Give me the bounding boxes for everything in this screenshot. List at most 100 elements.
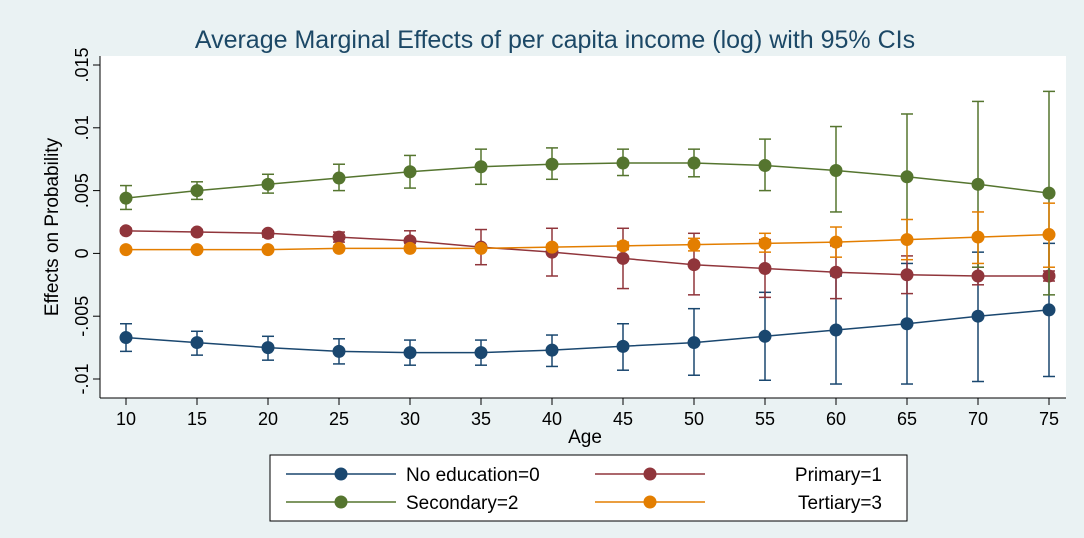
data-point <box>119 331 133 345</box>
legend-marker <box>334 495 348 509</box>
data-point <box>758 261 772 275</box>
x-tick-label: 10 <box>116 409 136 429</box>
legend-marker <box>643 467 657 481</box>
data-point <box>545 240 559 254</box>
data-point <box>971 177 985 191</box>
data-point <box>1042 303 1056 317</box>
data-point <box>190 184 204 198</box>
data-point <box>971 269 985 283</box>
data-point <box>1042 228 1056 242</box>
data-point <box>332 344 346 358</box>
data-point <box>332 171 346 185</box>
y-tick-label: .01 <box>72 115 92 140</box>
y-axis-title: Effects on Probability <box>42 137 63 316</box>
chart-title: Average Marginal Effects of per capita i… <box>195 26 915 54</box>
y-axis-ticks: -.01 -.005 0 .005 .01 .015 <box>72 47 100 395</box>
data-point <box>190 225 204 239</box>
y-tick-label: 0 <box>72 248 92 258</box>
data-point <box>545 343 559 357</box>
data-point <box>474 160 488 174</box>
series-line <box>125 309 1050 354</box>
series-line <box>125 162 1050 199</box>
data-point <box>403 346 417 360</box>
data-point <box>900 233 914 247</box>
x-tick-label: 30 <box>400 409 420 429</box>
data-point <box>261 341 275 355</box>
x-tick-label: 45 <box>613 409 633 429</box>
x-tick-label: 15 <box>187 409 207 429</box>
series-line <box>125 230 1049 277</box>
data-point <box>332 230 346 244</box>
data-point <box>687 258 701 272</box>
data-point <box>119 224 133 238</box>
data-point <box>261 243 275 257</box>
data-point <box>332 241 346 255</box>
data-point <box>829 265 843 279</box>
legend-label: Secondary=2 <box>406 493 519 514</box>
legend-label: No education=0 <box>406 465 540 486</box>
data-point <box>829 235 843 249</box>
legend-item: Tertiary=3 <box>595 493 882 514</box>
x-tick-label: 55 <box>755 409 775 429</box>
x-axis-title: Age <box>568 427 602 448</box>
data-point <box>900 170 914 184</box>
y-tick-label: .015 <box>72 47 92 82</box>
y-tick-label: .005 <box>72 173 92 208</box>
data-point <box>971 230 985 244</box>
x-tick-label: 40 <box>542 409 562 429</box>
legend: No education=0 Primary=1 Secondary=2 Tertia… <box>286 465 882 514</box>
x-axis-ticks: 10 15 20 25 30 35 40 45 50 55 60 65 70 75 <box>116 398 1059 429</box>
legend-item: Secondary=2 <box>286 493 519 514</box>
plot-area <box>100 56 1066 398</box>
data-point <box>616 156 630 170</box>
data-point <box>119 191 133 205</box>
data-point <box>261 226 275 240</box>
data-point <box>403 165 417 179</box>
data-point <box>900 317 914 331</box>
legend-label: Tertiary=3 <box>798 493 882 514</box>
data-point <box>616 239 630 253</box>
legend-item: No education=0 <box>286 465 540 486</box>
data-point <box>474 241 488 255</box>
x-tick-label: 60 <box>826 409 846 429</box>
data-point <box>474 346 488 360</box>
legend-marker <box>643 495 657 509</box>
data-point <box>616 251 630 265</box>
data-point <box>545 157 559 171</box>
data-point <box>900 268 914 282</box>
legend-box <box>269 454 908 522</box>
data-point <box>758 329 772 343</box>
data-point <box>190 336 204 350</box>
data-point <box>687 336 701 350</box>
series-line <box>126 233 1050 251</box>
data-point <box>687 238 701 252</box>
series-3 <box>119 202 1056 268</box>
series-layer <box>119 90 1056 385</box>
data-point <box>403 241 417 255</box>
data-point <box>758 236 772 250</box>
data-point <box>687 156 701 170</box>
x-tick-label: 25 <box>329 409 349 429</box>
x-tick-label: 75 <box>1039 409 1059 429</box>
data-point <box>758 158 772 172</box>
data-point <box>119 243 133 257</box>
data-point <box>971 309 985 323</box>
data-point <box>1042 186 1056 200</box>
x-tick-label: 50 <box>684 409 704 429</box>
y-tick-label: -.01 <box>72 363 92 394</box>
data-point <box>616 339 630 353</box>
legend-item: Primary=1 <box>595 465 882 486</box>
legend-marker <box>334 467 348 481</box>
series-0 <box>119 242 1056 385</box>
x-tick-label: 35 <box>471 409 491 429</box>
legend-label: Primary=1 <box>795 465 882 486</box>
data-point <box>829 164 843 178</box>
x-tick-label: 20 <box>258 409 278 429</box>
y-tick-label: -.005 <box>72 296 92 337</box>
x-tick-label: 65 <box>897 409 917 429</box>
data-point <box>829 323 843 337</box>
data-point <box>190 243 204 257</box>
data-point <box>261 177 275 191</box>
x-tick-label: 70 <box>968 409 988 429</box>
